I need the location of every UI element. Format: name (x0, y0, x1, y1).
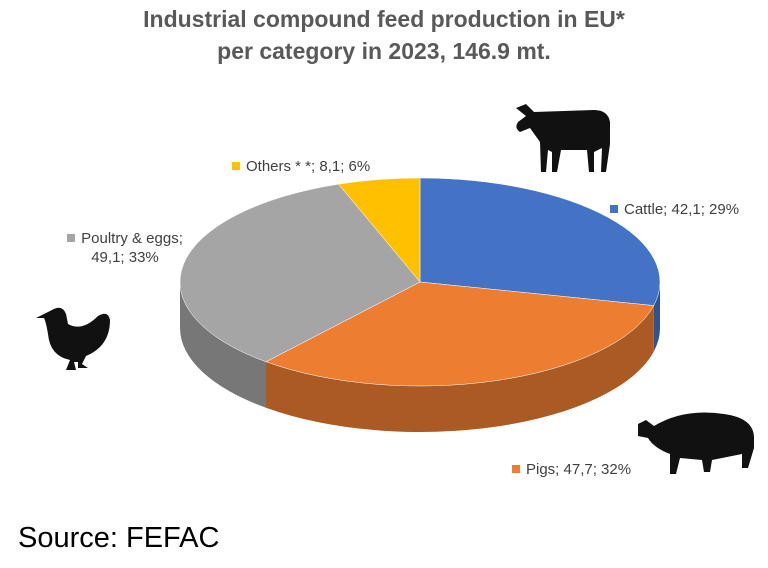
data-label: Pigs; 47,7; 32% (512, 460, 712, 479)
chart-title: Industrial compound feed production in E… (143, 6, 625, 32)
chicken-icon (36, 307, 110, 370)
label-text: Cattle; 42,1; 29% (624, 201, 740, 218)
chart-subtitle: per category in 2023, 146.9 mt. (217, 38, 551, 64)
icons (36, 104, 754, 474)
label-text: Others * *; 8,1; 6% (246, 158, 371, 175)
pig-icon (638, 412, 754, 474)
cow-icon (516, 104, 610, 172)
data-label: Poultry & eggs; 49,1; 33% (50, 229, 200, 267)
data-label: Cattle; 42,1; 29% (610, 200, 768, 219)
label-swatch (512, 465, 520, 473)
label-text: Pigs; 47,7; 32% (526, 461, 632, 478)
slice-side (653, 282, 660, 352)
source: Source: FEFAC (18, 522, 220, 554)
slice-side (265, 305, 654, 433)
label-swatch (232, 162, 240, 170)
data-label: Others * *; 8,1; 6% (232, 157, 432, 176)
label-swatch (67, 234, 76, 242)
label-text: Poultry & eggs; 49,1; 33% (81, 230, 183, 266)
slice (265, 281, 655, 387)
slice (179, 183, 421, 363)
slice (338, 177, 421, 283)
slice (419, 177, 661, 306)
label-swatch (610, 205, 618, 213)
slice-side (180, 282, 266, 408)
